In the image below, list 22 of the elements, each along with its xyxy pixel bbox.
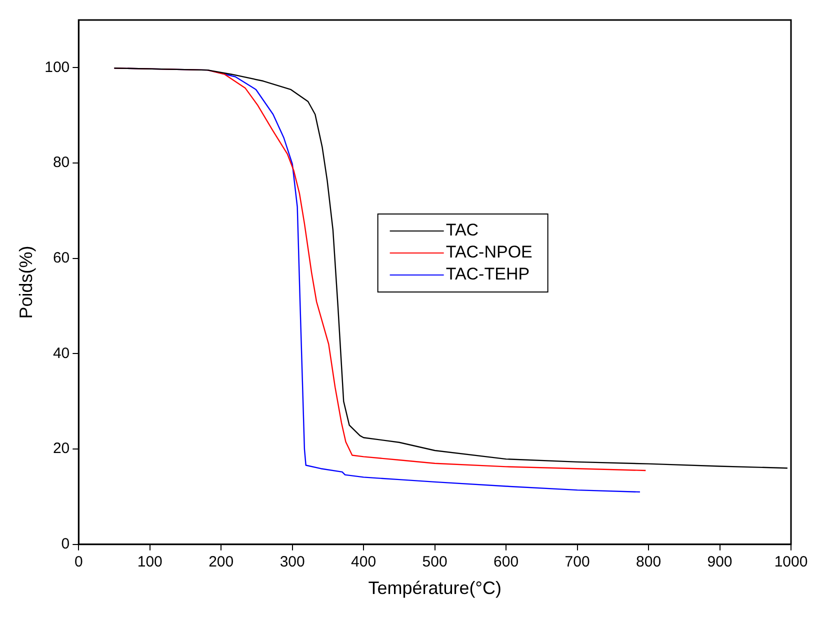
x-tick-label: 100 [137,554,162,571]
legend-label: TAC [446,220,479,240]
x-tick-label: 200 [208,554,234,571]
x-tick-label: 500 [422,554,448,571]
y-tick-label: 60 [52,250,70,267]
y-tick-label: 40 [52,344,70,362]
y-tick-label: 80 [52,154,70,172]
x-tick-label: 400 [351,554,376,571]
x-tick-label: 900 [707,554,732,571]
x-tick-label: 700 [564,554,590,571]
x-tick-label: 1000 [774,554,808,571]
legend-label: TAC-NPOE [446,242,532,262]
y-tick-label: 100 [44,58,70,76]
y-tick-label: 0 [61,536,70,553]
x-tick-label: 800 [636,554,662,571]
y-tick-label: 20 [52,440,70,458]
y-axis-title: Poids(%) [16,246,36,319]
legend-label: TAC-TEHP [446,264,530,284]
x-tick-label: 600 [494,554,519,571]
x-tick-label: 300 [280,554,305,571]
x-tick-label: 0 [74,554,83,571]
x-axis-title: Température(°C) [368,578,502,598]
